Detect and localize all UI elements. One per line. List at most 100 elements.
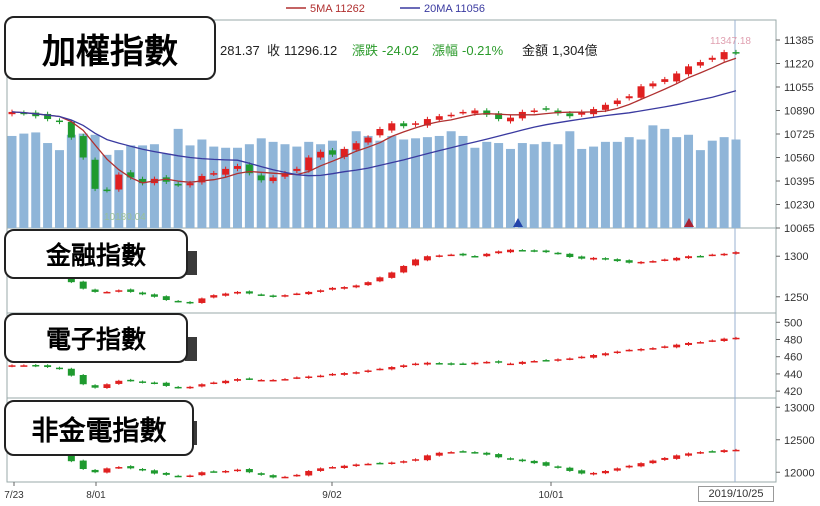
candle-body [281,379,289,381]
quote-change-value: -24.02 [382,43,419,58]
volume-bar [434,135,444,228]
candle-body [20,112,28,115]
quote-change-label: 漲跌 [352,43,378,58]
candle-body [412,259,420,266]
candle-body [530,361,538,363]
candle-body [115,467,123,469]
candle-body [649,261,657,263]
candle-body [435,452,443,456]
candle-body [210,471,218,473]
candle-body [542,250,550,253]
volume-bar [719,137,729,228]
candle-body [222,168,230,175]
candle-body [613,259,621,262]
candle-body [150,470,158,474]
candle-body [269,295,277,297]
volume-bar [399,139,409,228]
candle-body [305,376,313,378]
y-tick-label: 10395 [784,176,815,188]
candle-body [673,455,681,459]
candle-body [554,359,562,361]
candle-body [281,476,289,479]
volume-bar [43,143,53,228]
candle-body [328,150,336,155]
candle-body [388,367,396,370]
candle-body [210,295,218,298]
candle-body [423,455,431,461]
candle-body [661,79,669,82]
candle-body [79,281,87,289]
candle-body [708,57,716,60]
candle-body [174,300,182,303]
candle-body [590,354,598,358]
candle-body [625,96,633,99]
candle-body [423,119,431,126]
candle-body [447,254,455,257]
main-index-title: 加權指數 [4,16,216,80]
volume-bar [351,131,361,228]
volume-bar [78,133,88,228]
candle-body [115,290,123,292]
candle-body [578,356,586,359]
y-tick-label: 480 [784,335,802,347]
y-tick-label: 1250 [784,292,808,304]
volume-bar [221,147,231,228]
candle-body [67,368,75,376]
candle-body [673,257,681,261]
candle-body [8,111,16,115]
volume-bar [446,131,456,228]
candle-body [198,298,206,303]
candle-body [8,365,16,367]
candle-body [601,470,609,474]
candle-body [44,365,52,368]
candle-body [305,470,313,476]
candle-body [435,363,443,365]
candle-body [245,164,253,174]
volume-bar [66,134,76,228]
candle-body [269,475,277,478]
low-annotation: 10180.04 [104,212,146,223]
candle-body [720,338,728,342]
candle-body [720,450,728,453]
candle-body [471,110,479,114]
candle-body [590,257,598,260]
candle-body [257,473,265,475]
candle-body [20,365,28,367]
candle-body [661,346,669,348]
candle-body [400,265,408,273]
candle-body [364,282,372,286]
candle-body [435,255,443,257]
candle-body [210,173,218,175]
candle-body [459,253,467,256]
candle-body [222,380,230,384]
candle-body [317,290,325,292]
ma5-line [11,57,737,184]
volume-bar [126,145,136,228]
candle-body [495,361,503,363]
electronics-panel-tab [185,337,197,361]
volume-bar [695,150,705,228]
volume-bar [244,144,254,228]
candle-body [708,254,716,257]
candle-body [352,464,360,467]
candle-body [483,452,491,455]
candle-body [435,116,443,120]
buy-marker-icon [513,218,523,227]
candle-body [471,255,479,258]
candle-body [578,470,586,474]
candle-body [625,465,633,468]
candle-body [269,379,277,382]
candle-body [150,382,158,385]
candle-body [162,296,170,301]
candle-body [423,256,431,261]
candle-body [495,113,503,120]
candle-body [67,121,75,138]
candle-body [495,454,503,458]
y-tick-label: 1300 [784,251,808,263]
candle-body [483,110,491,115]
volume-bar [672,137,682,228]
candle-body [198,384,206,387]
volume-bar [458,135,468,228]
quote-amount-value: 1,304億 [552,43,598,58]
candle-body [198,176,206,183]
